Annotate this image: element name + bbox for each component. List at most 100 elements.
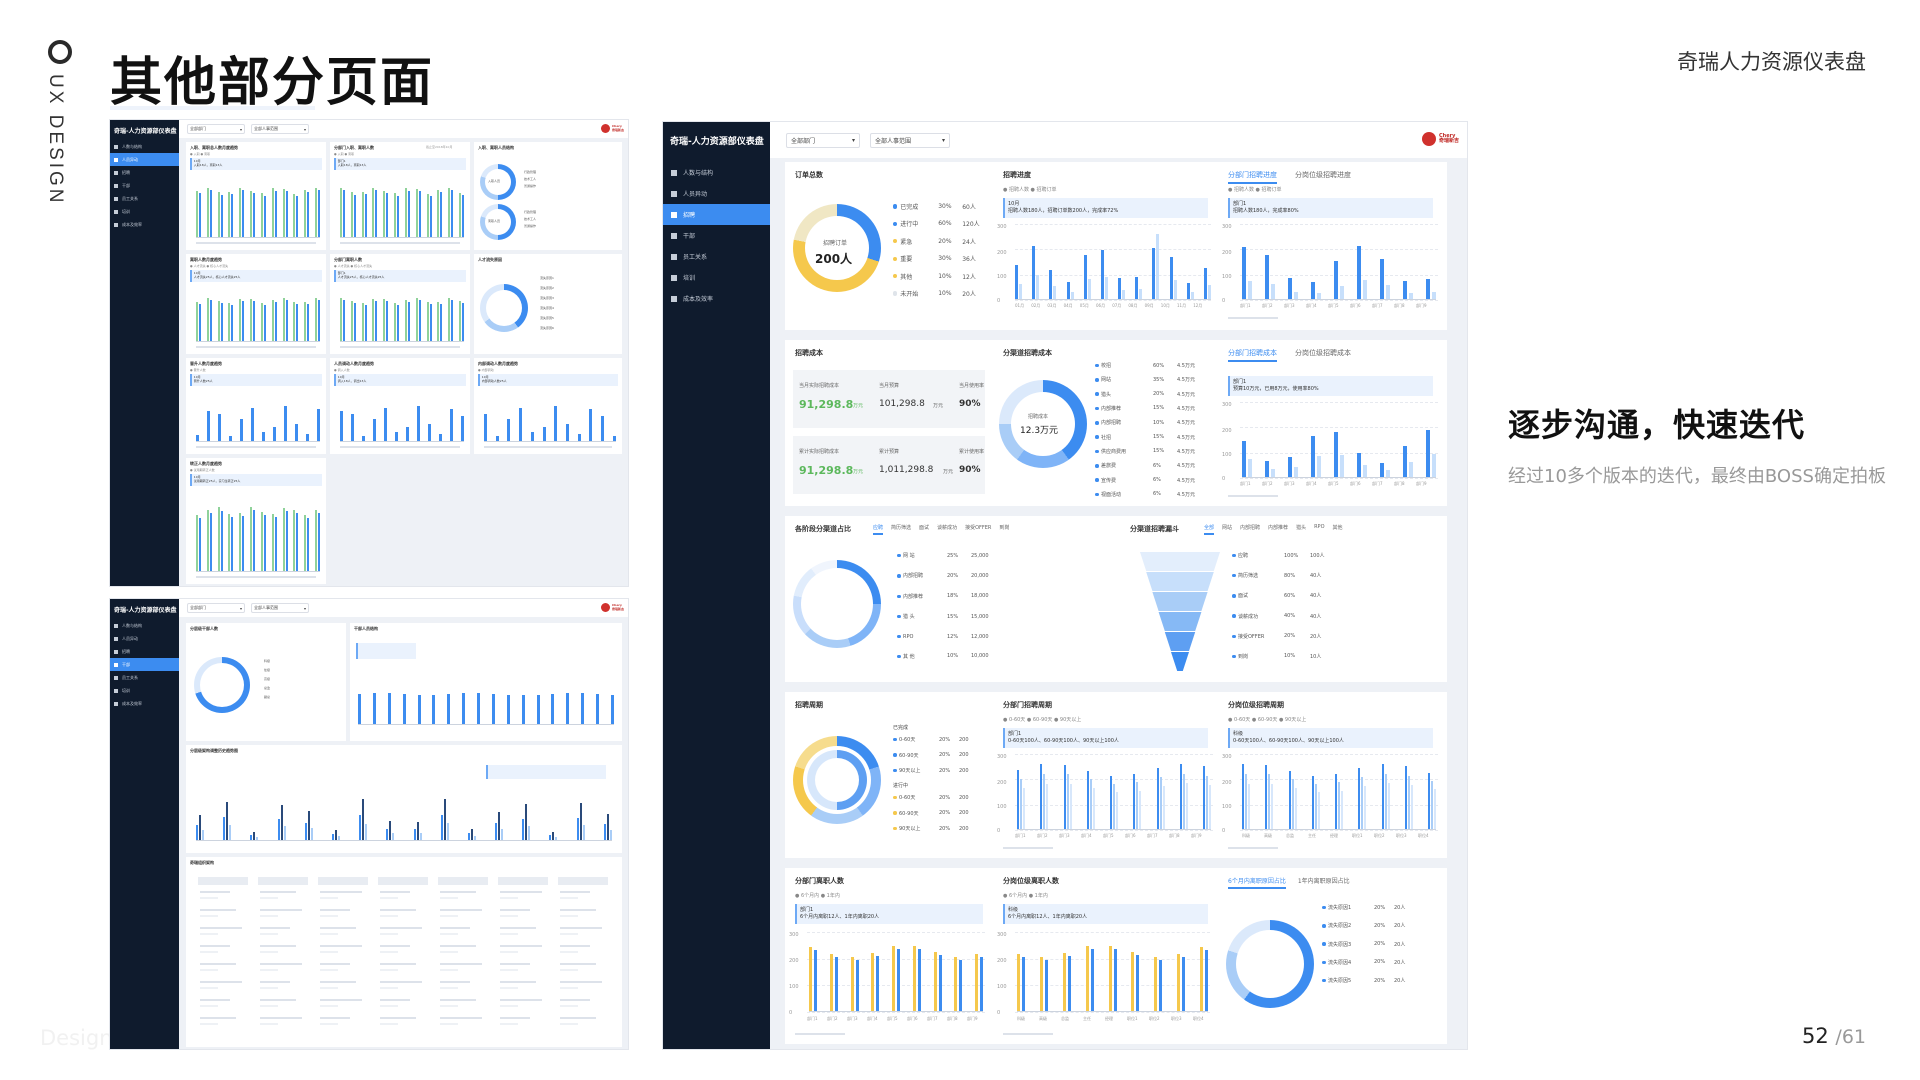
org-line-skeleton — [440, 915, 458, 917]
sidebar-item[interactable]: 招聘 — [663, 204, 770, 225]
bar — [606, 813, 609, 840]
org-header-skeleton — [198, 877, 248, 885]
app-title: 奇瑞-人力资源部仪表盘 — [114, 607, 177, 614]
x-axis-skeleton — [340, 446, 460, 448]
scrollbar[interactable] — [1228, 317, 1278, 319]
sidebar-item[interactable]: 员工关系 — [110, 671, 179, 684]
bar — [448, 297, 451, 341]
tab[interactable]: 内部招聘 — [1240, 525, 1261, 531]
sidebar-item[interactable]: 人数与结构 — [110, 619, 179, 632]
bar-group — [1203, 224, 1211, 299]
bar — [220, 510, 223, 571]
bar — [271, 188, 274, 237]
scrollbar[interactable] — [1003, 847, 1053, 849]
sidebar-item[interactable]: 成本及效率 — [110, 697, 179, 710]
tab[interactable]: 6个月内离职原因占比 — [1228, 876, 1286, 889]
department-select[interactable]: 全部部门 ▾ — [786, 132, 860, 148]
bar — [426, 193, 429, 237]
scope-select[interactable]: 全部人事范围 ▾ — [251, 603, 309, 613]
tooltip-body: 人才流失25人，核心人才流失25人 — [193, 275, 241, 279]
sidebar-item[interactable]: 员工关系 — [663, 246, 770, 267]
dept-progress-bars — [1242, 224, 1436, 300]
sidebar-item[interactable]: 招聘 — [110, 166, 179, 179]
bar — [467, 833, 470, 840]
post-leave-card: 分岗位级离职人数 ● 6个月内 ● 1年内 科级 6个月内离职12人、1年内离职20人… — [993, 868, 1218, 1044]
tab[interactable]: 分部门招聘成本 — [1228, 348, 1277, 362]
bar-group — [282, 288, 288, 341]
legend-label: 流失原因1 — [540, 276, 554, 280]
bar — [228, 302, 231, 341]
org-line-skeleton — [500, 945, 542, 947]
sidebar-item[interactable]: 人数与结构 — [110, 140, 179, 153]
tab[interactable]: 分岗位级招聘进度 — [1295, 171, 1351, 179]
card-title: 入职、离职总人数月度趋势 — [190, 145, 238, 150]
tab[interactable]: 其他 — [1332, 525, 1343, 531]
sidebar-item[interactable]: 干部 — [110, 658, 179, 671]
bar — [975, 954, 978, 1011]
scope-select[interactable]: 全部人事范围 ▾ — [870, 132, 950, 148]
tab[interactable]: 简历筛选 — [891, 525, 912, 531]
sidebar-item[interactable]: 成本及效率 — [663, 288, 770, 309]
org-line-skeleton — [260, 909, 302, 911]
tab[interactable]: 猎头 — [1296, 525, 1307, 531]
department-select[interactable]: 全部部门 ▾ — [187, 124, 245, 134]
bar-group — [228, 288, 234, 341]
department-select[interactable]: 全部部门 ▾ — [187, 603, 245, 613]
scrollbar[interactable] — [1228, 847, 1278, 849]
tab[interactable]: 分岗位级招聘成本 — [1295, 349, 1351, 357]
legend-v: 200 — [959, 767, 969, 774]
tab[interactable]: 1年内离职原因占比 — [1297, 878, 1350, 885]
bar-group — [1265, 754, 1274, 829]
bar — [260, 303, 263, 341]
scrollbar[interactable] — [1228, 495, 1278, 497]
bar — [1139, 288, 1143, 299]
bar — [579, 802, 582, 840]
bar — [1265, 461, 1269, 477]
org-line-skeleton — [260, 981, 290, 983]
tab[interactable]: 接受OFFER — [965, 525, 992, 531]
bar — [1380, 258, 1384, 299]
scrollbar[interactable] — [795, 1033, 845, 1035]
tab[interactable]: 面试 — [919, 525, 930, 531]
bar — [432, 695, 436, 724]
tab[interactable]: 网站 — [1222, 525, 1233, 531]
org-line-skeleton — [380, 909, 416, 911]
bar-group — [340, 392, 343, 441]
sidebar-item[interactable]: 人员异动 — [110, 153, 179, 166]
progress-bars — [1015, 224, 1211, 300]
sidebar-item[interactable]: 干部 — [110, 179, 179, 192]
sidebar-item[interactable]: 干部 — [663, 225, 770, 246]
bar-group — [1288, 754, 1297, 829]
sidebar-item[interactable]: 培训 — [663, 267, 770, 288]
cost-kpi-box: 累计实际招聘成本 91,298.8 万元 累计预算 1,011,298.8 万元 累计使用率… — [793, 436, 985, 494]
axis-tick: 300 — [1222, 754, 1232, 760]
sidebar-item[interactable]: 成本及效率 — [110, 218, 179, 231]
tab[interactable]: 应聘 — [873, 524, 884, 535]
funnel-stage — [1152, 592, 1208, 611]
sidebar-item[interactable]: 培训 — [110, 684, 179, 697]
scrollbar[interactable] — [1003, 1033, 1053, 1035]
tab[interactable]: 谈薪成功 — [937, 525, 958, 531]
bar — [307, 811, 310, 840]
bar-group — [260, 288, 266, 341]
tab[interactable]: 分部门招聘进度 — [1228, 170, 1277, 184]
sidebar-item[interactable]: 人员异动 — [663, 183, 770, 204]
axis-tick: 0 — [997, 1010, 1001, 1016]
bar-group — [1311, 754, 1320, 829]
scope-select[interactable]: 全部人事范围 ▾ — [251, 124, 309, 134]
sidebar-item[interactable]: 培训 — [110, 205, 179, 218]
donut-hole — [485, 209, 511, 235]
tab[interactable]: RPO — [1314, 524, 1325, 530]
legend-name: 流失原因5 — [1328, 978, 1352, 984]
bar — [1113, 948, 1117, 1011]
tab[interactable]: 全部 — [1204, 524, 1215, 535]
funnel-stage — [1140, 552, 1220, 571]
tab[interactable]: 到岗 — [999, 525, 1010, 531]
sidebar-item[interactable]: 员工关系 — [110, 192, 179, 205]
sidebar-item[interactable]: 招聘 — [110, 645, 179, 658]
tab[interactable]: 内部推荐 — [1268, 525, 1289, 531]
sidebar-item[interactable]: 人数与结构 — [663, 162, 770, 183]
sidebar-item[interactable]: 人员异动 — [110, 632, 179, 645]
bar — [1100, 249, 1104, 299]
